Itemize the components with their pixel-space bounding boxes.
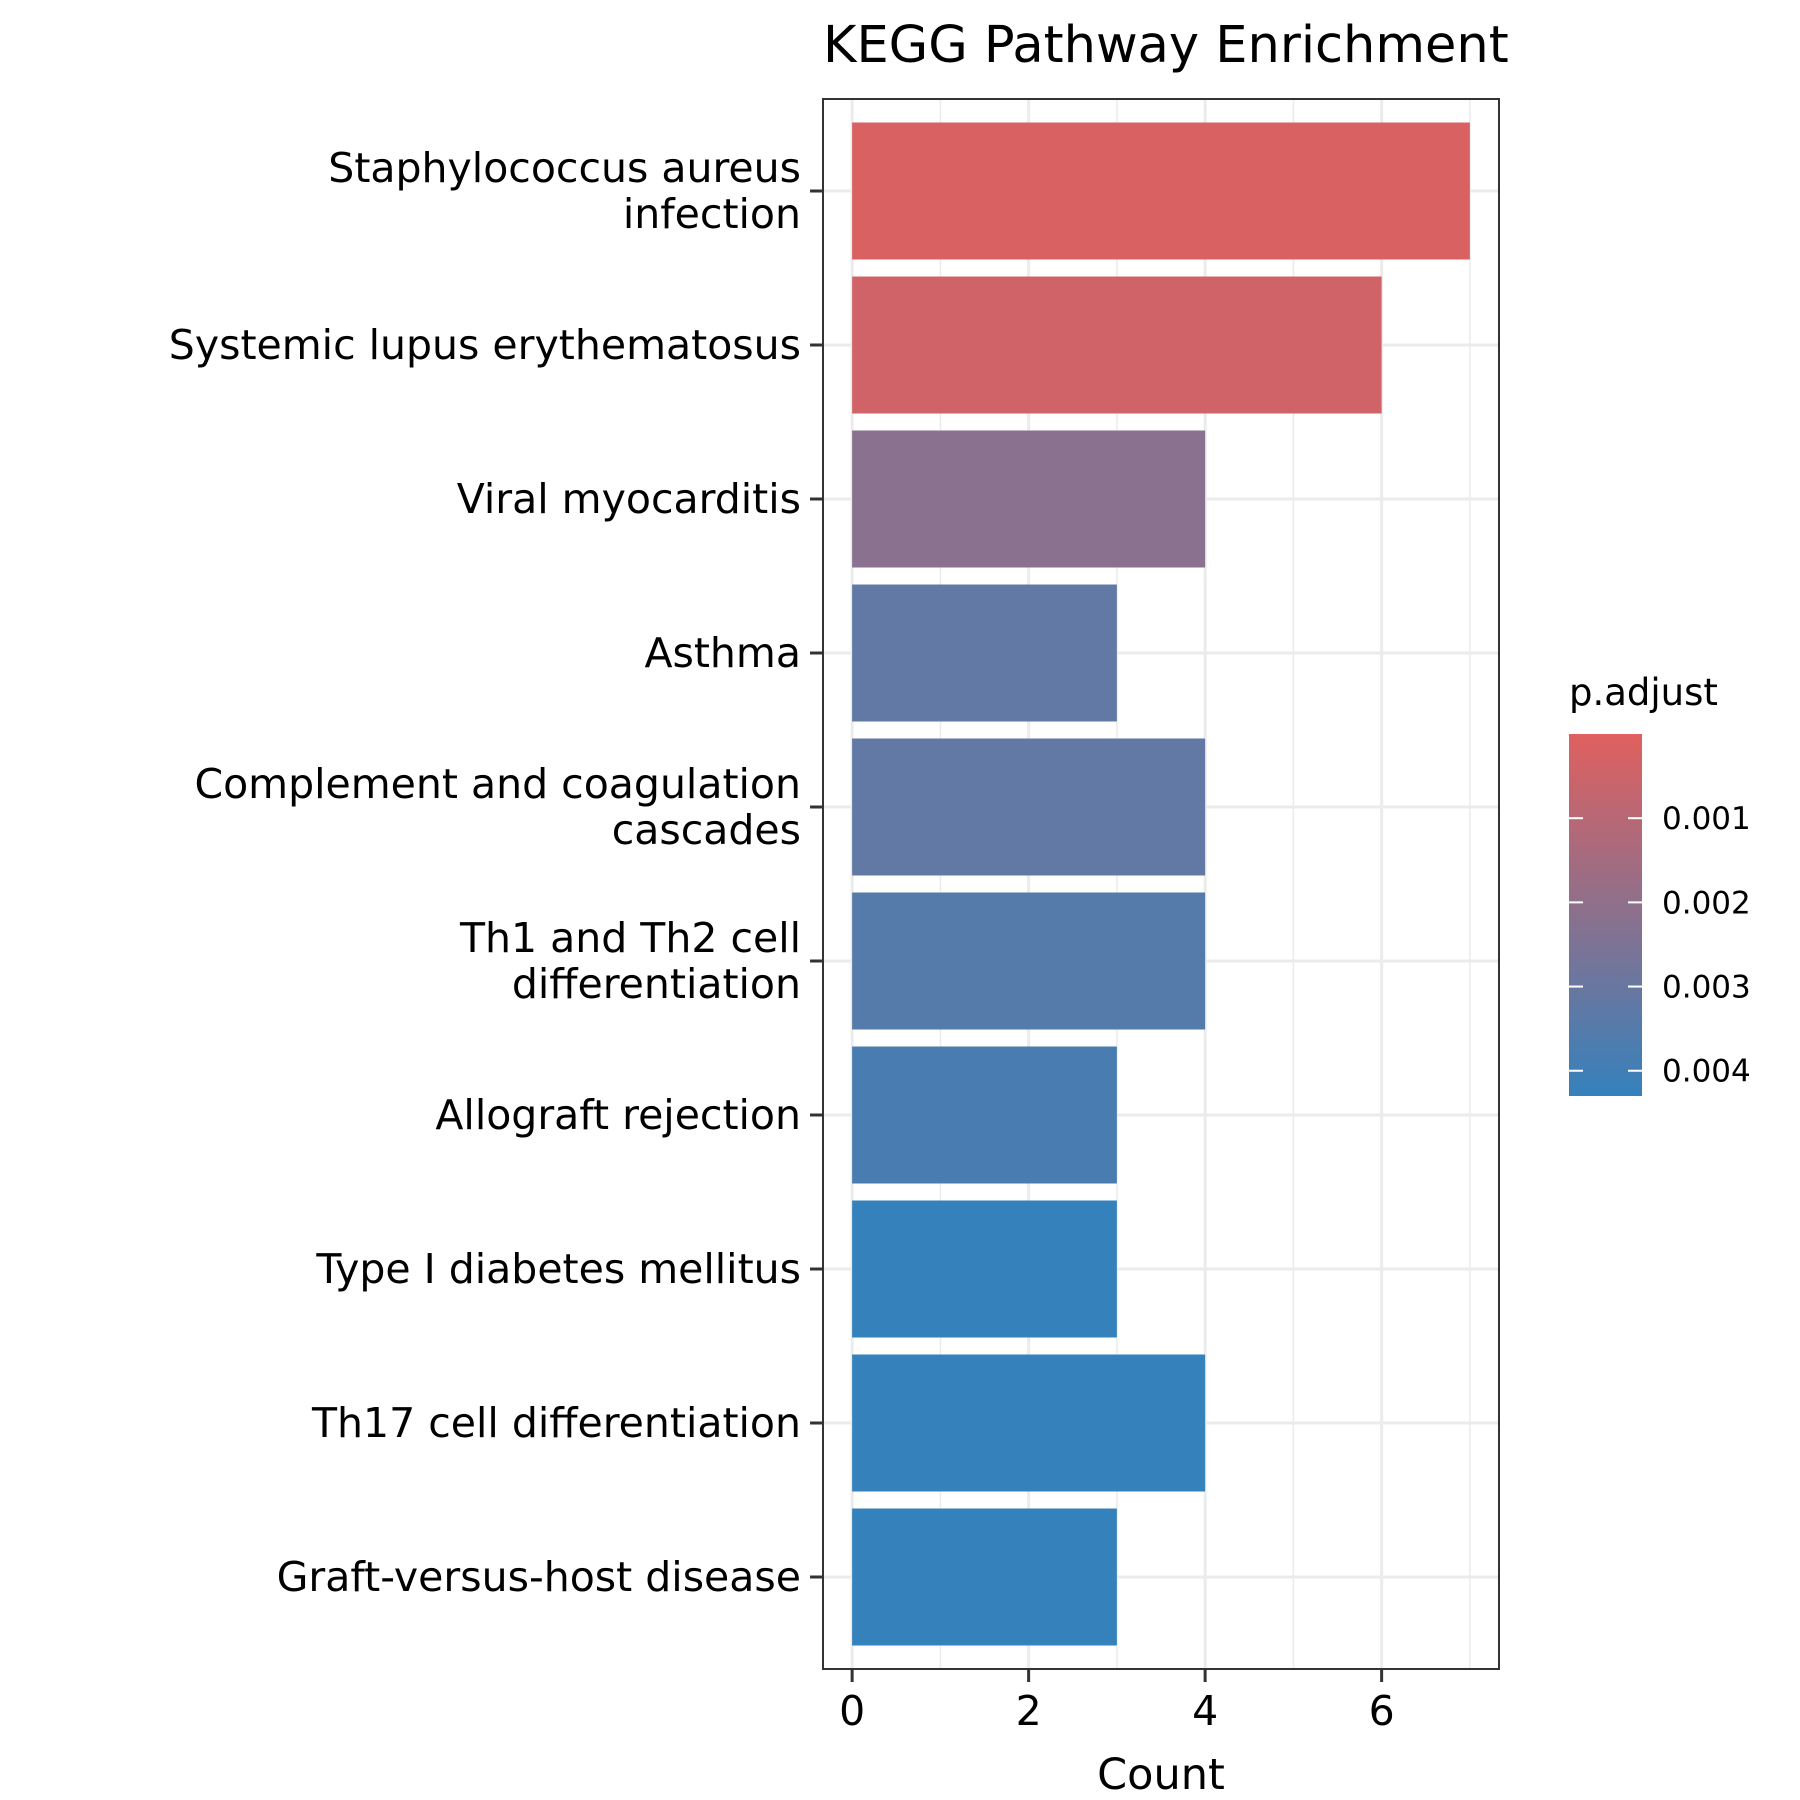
plot-panel-border [822, 98, 1500, 1670]
x-axis-title: Count [1097, 1750, 1225, 1800]
legend-tick-label: 0.004 [1662, 1054, 1751, 1090]
bar [852, 892, 1206, 1030]
color-legend: p.adjust 0.001 0.002 0.003 0.004 [1569, 671, 1751, 1096]
bar [852, 1508, 1117, 1646]
category-label: Th1 and Th2 cell differentiation [459, 914, 801, 1008]
category-label: Staphylococcus aureus infection [328, 144, 801, 238]
legend-colorbar [1569, 734, 1642, 1096]
x-tick-label: 0 [839, 1687, 865, 1735]
legend-tick-label: 0.003 [1662, 970, 1751, 1006]
bar [852, 430, 1206, 568]
category-label: Graft-versus-host disease [277, 1553, 801, 1601]
category-label: Complement and coagulation cascades [194, 760, 801, 854]
legend-ticks: 0.001 0.002 0.003 0.004 [1569, 801, 1751, 1090]
category-label: Th17 cell differentiation [311, 1399, 801, 1447]
category-label: Type I diabetes mellitus [315, 1245, 801, 1293]
chart-title: KEGG Pathway Enrichment [823, 16, 1509, 75]
x-tick-label: 2 [1016, 1687, 1042, 1735]
x-axis: 0 2 4 6 [839, 1669, 1395, 1735]
bar [852, 1200, 1117, 1338]
category-label: Viral myocarditis [457, 475, 801, 523]
legend-title: p.adjust [1569, 671, 1718, 714]
x-tick-label: 4 [1192, 1687, 1218, 1735]
bar [852, 276, 1382, 414]
bar [852, 584, 1117, 722]
bars [852, 122, 1470, 1646]
y-axis: Staphylococcus aureus infection Systemic l… [169, 144, 823, 1601]
legend-tick-label: 0.001 [1662, 801, 1751, 837]
legend-tick-label: 0.002 [1662, 885, 1751, 921]
x-tick-label: 6 [1369, 1687, 1395, 1735]
category-label: Systemic lupus erythematosus [169, 321, 801, 369]
bar [852, 1354, 1206, 1492]
category-label: Allograft rejection [435, 1091, 801, 1139]
bar [852, 1046, 1117, 1184]
category-label: Asthma [644, 629, 801, 677]
bar [852, 122, 1470, 260]
bar [852, 738, 1206, 876]
